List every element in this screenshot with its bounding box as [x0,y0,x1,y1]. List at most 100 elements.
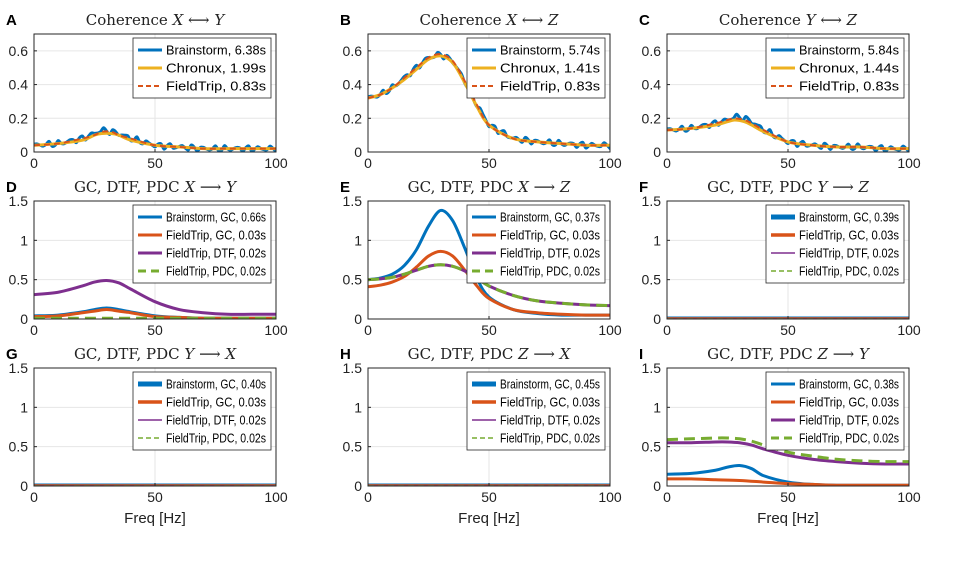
title-variable-a: X [183,178,196,196]
legend: Brainstorm, GC, 0.40s FieldTrip, GC, 0.03… [132,371,272,451]
title-arrow: ⟶ [195,178,226,196]
panel-label: D [6,179,17,196]
title-prefix: Coherence [86,11,173,29]
title-variable-a: X [172,11,185,29]
y-tick-label: 1 [354,232,362,248]
x-tick-label: 50 [147,322,163,338]
y-tick-label: 1.5 [9,193,29,209]
y-tick-label: 0.6 [642,43,662,59]
panel-label: I [639,346,643,363]
legend-entry-label: FieldTrip, PDC, 0.02s [500,431,600,446]
y-tick-label: 0.2 [642,110,662,126]
x-tick-label: 50 [780,322,796,338]
series-line [368,263,610,308]
y-tick-label: 1.5 [343,193,363,209]
x-tick-label: 50 [481,322,497,338]
y-tick-label: 1.5 [343,360,363,376]
legend-entry-label: Brainstorm, 5.74s [500,43,600,58]
panel-i: 0 50 100 0 0.5 1 1.5I GC, DTF, PDC Z ⟶ Y Freq [H… [639,345,921,527]
y-tick-label: 0 [354,144,362,160]
y-tick-label: 1 [20,232,28,248]
x-tick-label: 0 [30,155,38,171]
legend: Brainstorm, 5.84s Chronux, 1.44s FieldTrip… [765,37,905,99]
series-line [667,118,909,151]
legend: Brainstorm, GC, 0.45s FieldTrip, GC, 0.03… [466,371,606,451]
series-line [34,278,276,316]
x-tick-label: 50 [147,155,163,171]
y-tick-label: 0.5 [642,439,662,455]
legend-entry-label: Brainstorm, GC, 0.45s [500,377,600,392]
y-tick-label: 0.4 [343,77,363,93]
panel-title: GC, DTF, PDC X ⟶ Z [408,178,571,196]
y-tick-label: 0.5 [9,272,29,288]
x-tick-label: 0 [364,155,372,171]
y-tick-label: 0.5 [9,439,29,455]
legend-entry-label: Brainstorm, GC, 0.39s [799,210,899,225]
y-tick-label: 1 [653,232,661,248]
title-variable-b: Z [547,11,559,29]
title-arrow: ⟷ [517,11,548,29]
x-tick-label: 100 [598,322,622,338]
series-line [368,249,610,317]
series-group [368,50,610,150]
y-tick-label: 1.5 [642,193,662,209]
legend-entry-label: FieldTrip, GC, 0.03s [799,228,899,243]
y-tick-label: 1 [20,399,28,415]
legend-entry-label: Brainstorm, 5.84s [799,43,899,58]
panel-label: B [340,12,351,29]
legend-entry-label: FieldTrip, GC, 0.03s [500,228,600,243]
legend-entry-label: Brainstorm, 6.38s [166,43,266,58]
title-variable-b: X [559,345,572,363]
title-variable-b: Z [857,178,869,196]
legend-entry-label: FieldTrip, DTF, 0.02s [166,413,266,428]
legend-entry-label: FieldTrip, 0.83s [799,79,900,94]
legend: Brainstorm, GC, 0.38s FieldTrip, GC, 0.03… [765,371,905,451]
x-tick-label: 100 [897,155,921,171]
panel-label: A [6,12,17,29]
title-variable-a: Y [806,11,818,29]
y-tick-label: 0.2 [9,110,29,126]
legend: Brainstorm, GC, 0.66s FieldTrip, GC, 0.03… [132,204,272,284]
series-line [368,53,610,147]
x-tick-label: 0 [30,489,38,505]
title-variable-a: Z [817,345,829,363]
x-tick-label: 0 [663,489,671,505]
panel-title: GC, DTF, PDC Y ⟶ Z [707,178,869,196]
legend-entry-label: Brainstorm, GC, 0.37s [500,210,600,225]
series-line [667,436,909,464]
series-line [667,117,909,150]
panel-g: 0 50 100 0 0.5 1 1.5G GC, DTF, PDC Y ⟶ X Freq [H… [6,345,288,527]
legend-entry-label: Brainstorm, GC, 0.40s [166,377,266,392]
title-prefix: GC, DTF, PDC [408,178,518,196]
panel-title: GC, DTF, PDC Z ⟶ Y [707,345,871,363]
x-tick-label: 0 [30,322,38,338]
panel-c: 0 50 100 0 0.2 0.4 0.6 C Coherence Y ⟷ Z Brainsto… [639,11,921,171]
legend-entry-label: FieldTrip, PDC, 0.02s [166,264,266,279]
y-tick-label: 1 [653,399,661,415]
title-prefix: GC, DTF, PDC [408,345,518,363]
y-tick-label: 0.6 [343,43,363,59]
legend-entry-label: FieldTrip, DTF, 0.02s [500,413,600,428]
y-tick-label: 0 [653,311,661,327]
y-tick-label: 0 [354,478,362,494]
legend-entry-label: FieldTrip, 0.83s [500,79,601,94]
series-group [667,112,909,152]
y-tick-label: 0.5 [343,272,363,288]
panel-e: 0 50 100 0 0.5 1 1.5E GC, DTF, PDC X ⟶ Z Brainst… [340,178,622,338]
title-variable-a: X [517,178,530,196]
x-tick-label: 100 [264,155,288,171]
title-prefix: GC, DTF, PDC [74,345,184,363]
x-axis-label: Freq [Hz] [757,510,819,527]
series-group [368,208,610,317]
title-arrow: ⟶ [194,345,225,363]
y-tick-label: 0 [354,311,362,327]
x-axis-label: Freq [Hz] [458,510,520,527]
x-tick-label: 50 [481,155,497,171]
legend: Brainstorm, 6.38s Chronux, 1.99s FieldTrip… [132,37,272,99]
title-variable-b: Z [846,11,858,29]
x-tick-label: 50 [481,489,497,505]
legend-entry-label: FieldTrip, PDC, 0.02s [799,431,899,446]
panel-title: Coherence X ⟷ Y [86,11,227,29]
legend-entry-label: FieldTrip, DTF, 0.02s [799,413,899,428]
x-tick-label: 50 [780,489,796,505]
